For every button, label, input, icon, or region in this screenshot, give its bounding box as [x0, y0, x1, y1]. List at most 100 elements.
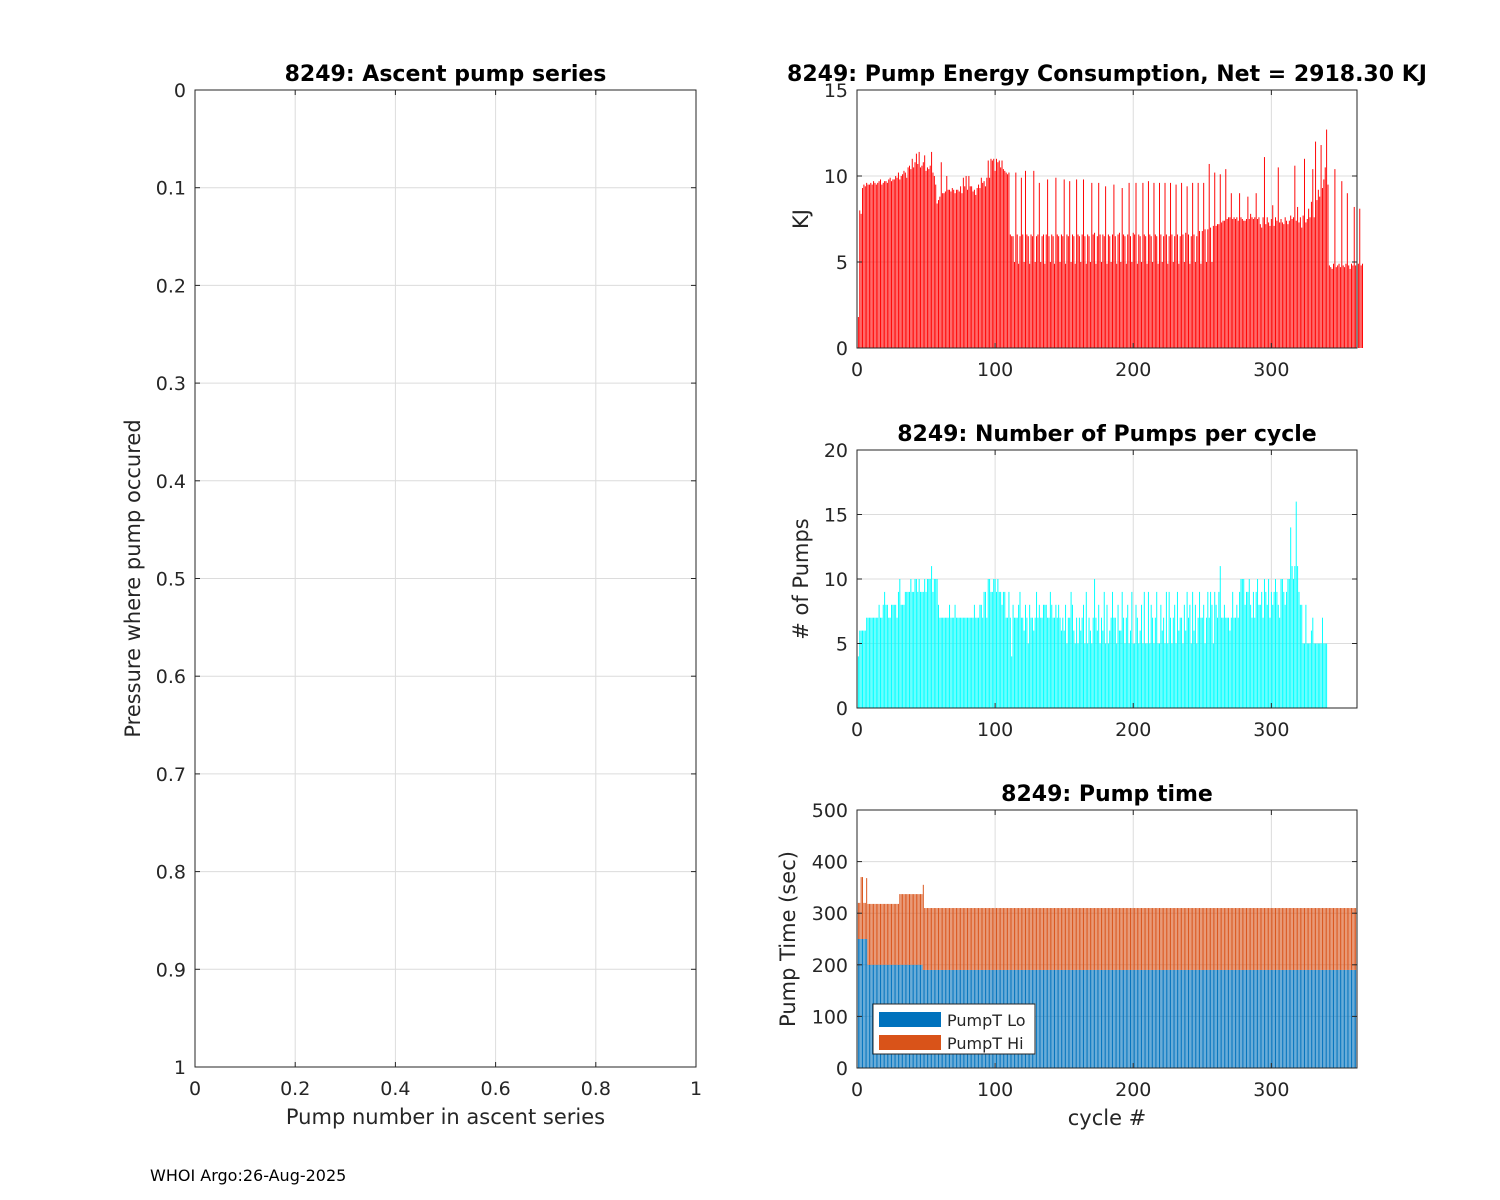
bar-lo: [1217, 969, 1218, 1068]
y-tick-label: 0: [174, 80, 186, 102]
bar-hi: [1109, 908, 1111, 970]
bar-lo: [1188, 969, 1189, 1068]
bar: [1179, 236, 1181, 348]
bar-lo: [1132, 969, 1134, 1068]
bar: [951, 188, 953, 348]
bar-hi: [949, 908, 951, 970]
bar: [903, 604, 905, 708]
bar-lo: [1200, 969, 1202, 1068]
bar: [1164, 182, 1166, 348]
bar: [1037, 234, 1039, 348]
bar-lo: [1270, 969, 1272, 1068]
bar-hi: [1207, 908, 1209, 970]
bar-hi: [864, 902, 866, 939]
bar-hi: [1059, 908, 1061, 970]
bar-lo: [1081, 969, 1083, 1068]
bar-hi: [944, 908, 946, 970]
bar-hi: [1134, 908, 1136, 970]
bar-lo: [1232, 969, 1234, 1068]
bar-lo: [871, 964, 873, 1068]
bar: [1251, 617, 1253, 708]
y-tick-label: 0.2: [156, 275, 186, 297]
bar: [1051, 604, 1053, 708]
bar: [1244, 604, 1246, 708]
bar-hi: [989, 908, 991, 970]
bar-hi: [936, 908, 938, 970]
bar: [874, 182, 876, 348]
bar: [1092, 234, 1094, 348]
bar: [1167, 643, 1169, 708]
bar: [1089, 262, 1091, 348]
bar-lo: [1161, 969, 1163, 1068]
bar-hi: [1089, 908, 1091, 970]
bar-lo: [1107, 969, 1109, 1068]
bar: [1276, 220, 1278, 348]
bar: [1295, 220, 1297, 348]
bar-hi: [1279, 908, 1281, 970]
bar-hi: [983, 908, 985, 970]
bar: [1266, 604, 1268, 708]
bar-hi: [1052, 908, 1054, 970]
bar-hi: [906, 894, 908, 965]
bar-hi: [1121, 908, 1123, 970]
bar: [1193, 630, 1195, 708]
bar-lo: [1095, 969, 1097, 1068]
bar-lo: [1116, 969, 1118, 1068]
bar-lo: [1138, 969, 1140, 1068]
bar: [1026, 234, 1028, 348]
bar-hi: [1257, 908, 1259, 970]
bar: [1011, 656, 1013, 708]
bar: [922, 591, 924, 708]
bar: [1026, 617, 1028, 708]
bar-hi: [1306, 908, 1308, 970]
bar: [1290, 215, 1292, 348]
bar: [862, 188, 864, 348]
bar: [1000, 167, 1002, 348]
bar: [958, 617, 960, 708]
bar: [1181, 617, 1183, 708]
bar: [1153, 643, 1155, 708]
bar-lo: [1088, 969, 1090, 1068]
bar: [949, 189, 951, 348]
bar: [1360, 265, 1362, 348]
bar: [924, 155, 926, 348]
bar: [1019, 236, 1021, 348]
bar: [857, 317, 859, 348]
bar-hi: [1004, 908, 1006, 970]
bar-lo: [1067, 969, 1069, 1068]
bar: [871, 617, 873, 708]
bar: [1066, 234, 1068, 348]
bar: [1335, 267, 1337, 348]
bar-lo: [1211, 969, 1213, 1068]
bar: [943, 193, 945, 348]
bar-hi: [1263, 908, 1265, 970]
bar-lo: [1121, 969, 1123, 1068]
bar: [1321, 188, 1323, 348]
bar: [1077, 643, 1079, 708]
bar: [1058, 604, 1060, 708]
bar-hi: [1197, 908, 1199, 970]
bar-hi: [1240, 908, 1242, 970]
bar: [1125, 263, 1127, 348]
bar-hi: [1208, 908, 1210, 970]
bar: [1324, 167, 1326, 348]
bar-hi: [1178, 908, 1180, 970]
bar: [1233, 617, 1235, 708]
y-tick-label: 10: [824, 166, 848, 188]
bar-hi: [1163, 908, 1165, 970]
bar: [1056, 234, 1058, 348]
bar-hi: [1272, 908, 1274, 970]
bar: [1301, 227, 1303, 348]
bar: [936, 579, 938, 708]
bar-hi: [1087, 908, 1089, 970]
bar: [1094, 579, 1096, 708]
bar: [1301, 604, 1303, 708]
bar-lo: [1298, 969, 1300, 1068]
bar-lo: [1250, 969, 1252, 1068]
bar: [1069, 617, 1071, 708]
bar-hi: [870, 903, 872, 965]
bar-lo: [1226, 969, 1228, 1068]
y-tick-label: 0.6: [156, 666, 186, 688]
bar: [892, 604, 894, 708]
bar-hi: [1335, 908, 1337, 970]
